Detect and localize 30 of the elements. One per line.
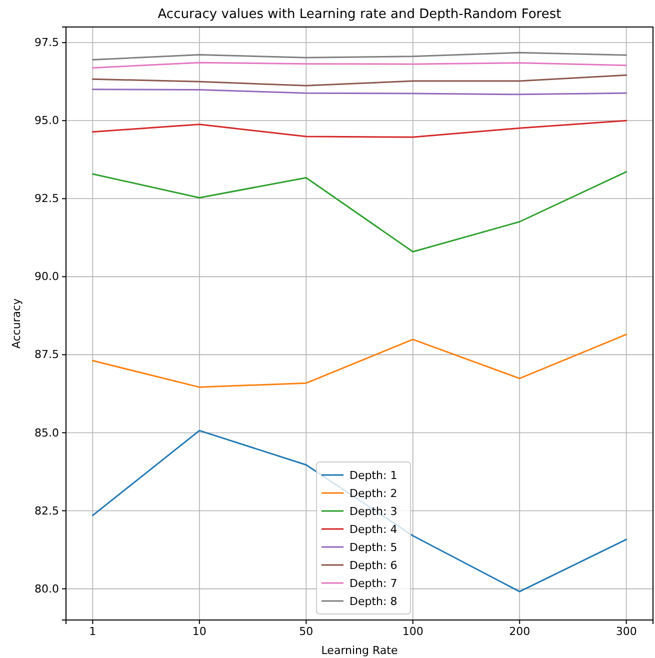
chart-title: Accuracy values with Learning rate and Depth-Random Forest (158, 7, 562, 22)
line-series (92, 74, 628, 86)
x-tick-label: 200 (509, 624, 530, 638)
x-tick-label: 1 (89, 624, 96, 638)
legend-label: Depth: 2 (350, 487, 398, 500)
y-tick-label: 80.0 (34, 582, 59, 596)
y-axis-title: Accuracy (10, 298, 23, 349)
x-tick-label: 50 (299, 624, 314, 638)
y-tick-label: 87.5 (34, 348, 59, 362)
y-tick-label: 95.0 (34, 114, 59, 128)
legend-label: Depth: 5 (350, 541, 398, 554)
x-tick-label: 10 (192, 624, 206, 638)
line-series (92, 120, 628, 138)
y-tick-label: 97.5 (34, 36, 59, 50)
legend-label: Depth: 7 (350, 577, 398, 590)
x-tick-label: 100 (402, 624, 424, 638)
x-axis-title: Learning Rate (321, 644, 398, 657)
legend-label: Depth: 8 (350, 595, 398, 608)
legend-label: Depth: 1 (350, 469, 398, 482)
legend-label: Depth: 6 (350, 559, 398, 572)
legend-label: Depth: 3 (350, 505, 398, 518)
line-series (92, 334, 628, 388)
legend-label: Depth: 4 (350, 523, 398, 536)
line-series (92, 52, 628, 61)
x-tick-label: 300 (616, 624, 637, 638)
y-tick-label: 90.0 (34, 270, 59, 284)
line-series (92, 171, 628, 252)
y-tick-label: 82.5 (34, 504, 59, 518)
y-tick-label: 85.0 (34, 426, 59, 440)
y-tick-label: 92.5 (34, 192, 59, 206)
